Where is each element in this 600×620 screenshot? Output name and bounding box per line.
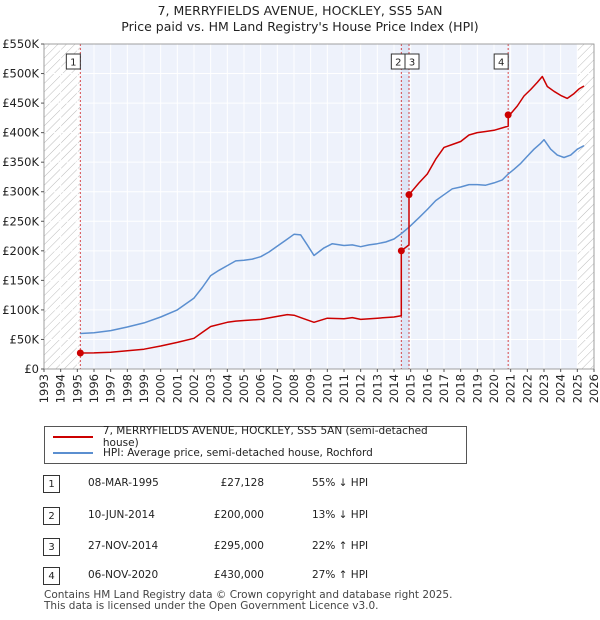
x-tick-label: 2019 — [470, 374, 484, 403]
sale-label: 1 — [70, 58, 76, 69]
x-tick-label: 1998 — [120, 374, 134, 403]
x-tick-label: 2005 — [237, 374, 251, 403]
attribution-footer: Contains HM Land Registry data © Crown c… — [44, 590, 452, 612]
transaction-hpi-relative: 55% ↓ HPI — [312, 477, 369, 489]
sale-point — [405, 191, 413, 199]
series-line-property — [80, 75, 585, 354]
transaction-row: 1 08-MAR-1995 £27,128 55% ↓ HPI — [0, 475, 600, 495]
x-tick-label: 2004 — [220, 374, 234, 403]
legend-item-hpi: HPI: Average price, semi-detached house,… — [53, 445, 373, 461]
transaction-number: 4 — [43, 567, 60, 585]
chart-subtitle: Price paid vs. HM Land Registry's House … — [121, 19, 479, 34]
series-line-hpi — [80, 138, 585, 335]
transaction-row: 4 06-NOV-2020 £430,000 27% ↑ HPI — [0, 567, 600, 587]
transaction-number: 3 — [43, 538, 60, 556]
y-tick-label: £50K — [10, 332, 40, 346]
sale-label-box — [65, 53, 81, 70]
sale-label: 3 — [409, 58, 415, 69]
y-tick-label: £350K — [2, 155, 39, 169]
legend-label-property: 7, MERRYFIELDS AVENUE, HOCKLEY, SS5 5AN … — [102, 425, 428, 449]
y-tick-label: £400K — [2, 126, 39, 140]
chart-title: 7, MERRYFIELDS AVENUE, HOCKLEY, SS5 5AN — [157, 3, 443, 18]
plot-background — [44, 44, 594, 369]
y-tick-label: £100K — [2, 303, 39, 317]
x-tick-label: 1997 — [104, 374, 118, 403]
legend-item-property: 7, MERRYFIELDS AVENUE, HOCKLEY, SS5 5AN … — [53, 425, 466, 449]
y-tick-label: £250K — [2, 214, 39, 228]
transaction-hpi-relative: 22% ↑ HPI — [312, 540, 369, 552]
x-tick-label: 2017 — [437, 374, 451, 403]
y-tick-label: £450K — [2, 96, 39, 110]
x-tick-label: 2010 — [320, 374, 334, 403]
x-tick-label: 2023 — [537, 374, 551, 403]
x-tick-label: 2013 — [370, 374, 384, 403]
x-tick-label: 2012 — [354, 374, 368, 403]
x-tick-label: 2020 — [487, 374, 501, 403]
y-tick-label: £150K — [2, 273, 39, 287]
x-tick-label: 1999 — [137, 374, 151, 403]
y-tick-label: £500K — [2, 67, 39, 81]
sale-point — [76, 349, 84, 357]
x-tick-label: 2006 — [254, 374, 268, 403]
sale-label: 2 — [395, 58, 401, 69]
legend-swatch-hpi — [53, 452, 93, 454]
sale-point — [504, 111, 512, 119]
x-tick-label: 1995 — [70, 374, 84, 403]
legend-label-hpi: HPI: Average price, semi-detached house,… — [103, 447, 373, 459]
hatch-region-pattern — [577, 44, 594, 369]
transaction-date: 10-JUN-2014 — [88, 509, 155, 521]
x-tick-label: 2021 — [504, 374, 518, 403]
y-tick-label: £550K — [2, 37, 39, 51]
x-tick-label: 2014 — [387, 374, 401, 403]
x-tick-label: 1993 — [37, 374, 51, 403]
transaction-price: £200,000 — [213, 509, 264, 521]
x-tick-label: 2015 — [404, 374, 418, 403]
y-tick-label: £200K — [2, 244, 39, 258]
transaction-number: 1 — [43, 475, 60, 493]
sale-label-box — [493, 53, 509, 70]
x-tick-label: 2001 — [170, 374, 184, 403]
x-tick-label: 1996 — [87, 374, 101, 403]
x-tick-label: 2026 — [587, 374, 600, 403]
x-tick-label: 2011 — [337, 374, 351, 403]
x-tick-label: 1994 — [54, 374, 68, 403]
transaction-price: £27,128 — [220, 477, 264, 489]
x-tick-label: 2018 — [454, 374, 468, 403]
transaction-hpi-relative: 13% ↓ HPI — [312, 509, 369, 521]
transaction-number: 2 — [43, 507, 60, 525]
transaction-date: 06-NOV-2020 — [88, 569, 159, 581]
transaction-date: 27-NOV-2014 — [88, 540, 159, 552]
legend-swatch-property — [53, 436, 93, 438]
x-tick-label: 2008 — [287, 374, 301, 403]
footer-license: This data is licensed under the Open Gov… — [44, 600, 379, 612]
sale-point — [397, 247, 405, 255]
x-tick-label: 2025 — [570, 374, 584, 403]
x-tick-label: 2007 — [270, 374, 284, 403]
x-tick-label: 2016 — [420, 374, 434, 403]
x-tick-label: 2003 — [204, 374, 218, 403]
y-tick-label: £300K — [2, 185, 39, 199]
x-tick-label: 2000 — [154, 374, 168, 403]
transaction-row: 2 10-JUN-2014 £200,000 13% ↓ HPI — [0, 507, 600, 527]
x-tick-label: 2002 — [187, 374, 201, 403]
transaction-row: 3 27-NOV-2014 £295,000 22% ↑ HPI — [0, 538, 600, 558]
highlight-span — [401, 44, 409, 369]
transaction-price: £430,000 — [213, 569, 264, 581]
y-tick-label: £0 — [24, 362, 39, 376]
plot-frame — [43, 43, 595, 370]
transaction-hpi-relative: 27% ↑ HPI — [312, 569, 369, 581]
x-tick-label: 2024 — [554, 374, 568, 403]
footer-copyright: Contains HM Land Registry data © Crown c… — [44, 589, 453, 601]
transaction-date: 08-MAR-1995 — [88, 477, 159, 489]
x-tick-label: 2009 — [304, 374, 318, 403]
sale-label: 4 — [498, 58, 504, 69]
chart-legend: 7, MERRYFIELDS AVENUE, HOCKLEY, SS5 5AN … — [44, 425, 467, 464]
hatch-region-pattern — [44, 44, 81, 369]
transaction-price: £295,000 — [213, 540, 264, 552]
x-tick-label: 2022 — [520, 374, 534, 403]
sale-label-box — [404, 53, 420, 70]
